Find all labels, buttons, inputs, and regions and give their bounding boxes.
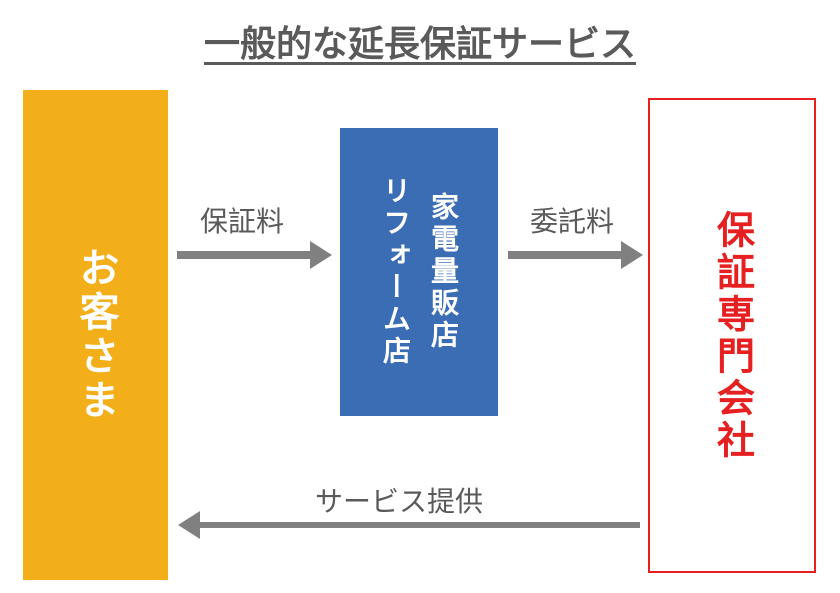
edge-fee2-label: 委託料	[530, 200, 614, 240]
node-insurer: 保証専門会社	[648, 98, 816, 573]
edge-fee2-line	[508, 251, 623, 259]
node-store-label-1: 家電量販店	[423, 192, 463, 352]
edge-fee1-label: 保証料	[200, 200, 284, 240]
page-title: 一般的な延長保証サービス	[0, 15, 840, 67]
edge-fee1-head	[310, 241, 332, 269]
edge-service-head	[178, 511, 200, 539]
node-customer: お客さま	[23, 90, 168, 580]
node-store-label-2: リフォーム店	[375, 176, 415, 368]
node-insurer-label: 保証専門会社	[705, 210, 760, 462]
node-store: リフォーム店 家電量販店	[340, 128, 498, 416]
edge-fee1-line	[177, 251, 312, 259]
edge-service-line	[200, 522, 640, 528]
edge-fee2-head	[621, 241, 643, 269]
edge-service-label: サービス提供	[315, 480, 483, 520]
node-customer-label: お客さま	[67, 247, 125, 423]
